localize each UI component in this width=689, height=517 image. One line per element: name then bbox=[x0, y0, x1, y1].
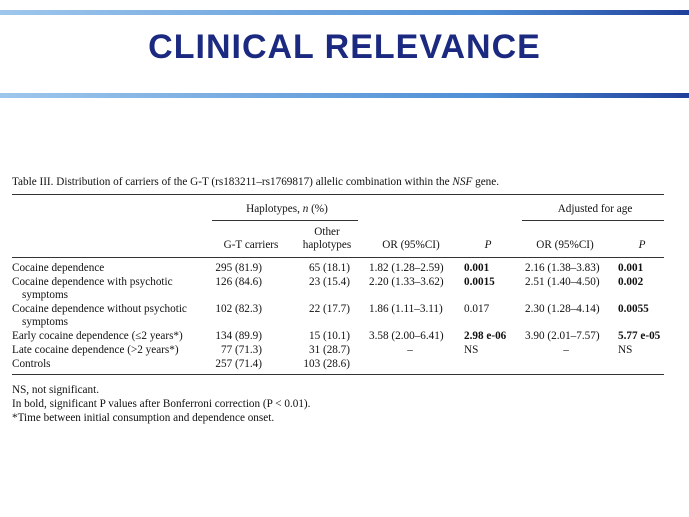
cell-or-adjusted: 2.30 (1.28–4.14) bbox=[525, 303, 600, 315]
cell-gt: 257 (71.4) bbox=[215, 358, 262, 370]
caption-suffix: gene. bbox=[472, 176, 500, 188]
header-gt-carriers: G-T carriers bbox=[223, 239, 279, 251]
cell-other: 31 (28.7) bbox=[308, 344, 350, 356]
header-p: P bbox=[484, 239, 492, 251]
cell-or-adjusted: – bbox=[563, 344, 569, 356]
cell-gt: 126 (84.6) bbox=[215, 276, 262, 288]
table-top-rule bbox=[12, 194, 664, 195]
note-ns: NS, not significant. bbox=[12, 384, 100, 396]
cell-gt: 295 (81.9) bbox=[215, 262, 262, 274]
cell-p-adjusted: 0.0055 bbox=[618, 303, 649, 315]
table-caption: Table III. Distribution of carriers of t… bbox=[12, 176, 499, 188]
header-or-adjusted: OR (95%CI) bbox=[536, 239, 594, 251]
top-accent-bar bbox=[0, 10, 689, 15]
cell-or: 2.20 (1.33–3.62) bbox=[369, 276, 444, 288]
caption-gene: NSF bbox=[452, 176, 473, 188]
header-p-adjusted: P bbox=[638, 239, 646, 251]
cell-or: – bbox=[407, 344, 413, 356]
slide-title: CLINICAL RELEVANCE bbox=[148, 28, 541, 66]
table-header-rule bbox=[12, 257, 664, 258]
adjusted-group-rule bbox=[522, 220, 664, 221]
cell-other: 65 (18.1) bbox=[308, 262, 350, 274]
cell-or-adjusted: 2.16 (1.38–3.83) bbox=[525, 262, 600, 274]
cell-gt: 77 (71.3) bbox=[220, 344, 262, 356]
header-other-line2: haplotypes bbox=[302, 239, 352, 251]
table-notes: NS, not significant. In bold, significan… bbox=[12, 383, 310, 425]
row-label: Late cocaine dependence (>2 years*) bbox=[12, 344, 179, 356]
cell-other: 22 (17.7) bbox=[308, 303, 350, 315]
cell-gt: 134 (89.9) bbox=[215, 330, 262, 342]
row-label: Controls bbox=[12, 358, 51, 370]
header-haplotypes-group: Haplotypes, n (%) bbox=[246, 203, 328, 215]
cell-p-adjusted: 5.77 e-05 bbox=[618, 330, 661, 342]
header-or: OR (95%CI) bbox=[382, 239, 440, 251]
cell-p: NS bbox=[464, 344, 479, 356]
cell-gt: 102 (82.3) bbox=[215, 303, 262, 315]
cell-p-adjusted: 0.001 bbox=[618, 262, 644, 274]
haplotypes-group-rule bbox=[212, 220, 358, 221]
cell-p: 0.017 bbox=[464, 303, 490, 315]
cell-p-adjusted: 0.002 bbox=[618, 276, 644, 288]
cell-other: 23 (15.4) bbox=[308, 276, 350, 288]
row-label-continuation: symptoms bbox=[22, 289, 69, 301]
bottom-accent-bar bbox=[0, 93, 689, 98]
row-label-continuation: symptoms bbox=[22, 316, 69, 328]
cell-or-adjusted: 3.90 (2.01–7.57) bbox=[525, 330, 600, 342]
note-bold: In bold, significant P values after Bonf… bbox=[12, 398, 311, 410]
row-label: Cocaine dependence bbox=[12, 262, 105, 274]
cell-p: 0.001 bbox=[464, 262, 490, 274]
header-adjusted-group: Adjusted for age bbox=[557, 203, 633, 215]
cell-other: 103 (28.6) bbox=[303, 358, 350, 370]
header-other-line1: Other bbox=[314, 226, 340, 238]
table-bottom-rule bbox=[12, 374, 664, 375]
caption-prefix: Table III. Distribution of carriers of t… bbox=[12, 176, 453, 188]
cell-p: 0.0015 bbox=[464, 276, 495, 288]
cell-or: 1.82 (1.28–2.59) bbox=[369, 262, 444, 274]
cell-other: 15 (10.1) bbox=[308, 330, 350, 342]
cell-or: 1.86 (1.11–3.11) bbox=[369, 303, 443, 315]
cell-p: 2.98 e-06 bbox=[464, 330, 507, 342]
cell-or: 3.58 (2.00–6.41) bbox=[369, 330, 444, 342]
cell-p-adjusted: NS bbox=[618, 344, 633, 356]
note-time: *Time between initial consumption and de… bbox=[12, 412, 275, 424]
row-label: Cocaine dependence with psychotic bbox=[12, 276, 173, 288]
row-label: Cocaine dependence without psychotic bbox=[12, 303, 187, 315]
row-label: Early cocaine dependence (≤2 years*) bbox=[12, 330, 183, 342]
cell-or-adjusted: 2.51 (1.40–4.50) bbox=[525, 276, 600, 288]
